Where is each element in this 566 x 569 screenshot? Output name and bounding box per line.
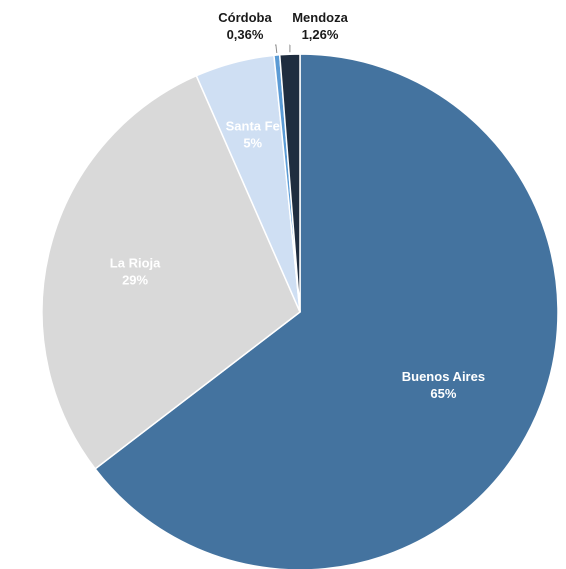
slice-label-buenos-aires: Buenos Aires (402, 369, 485, 384)
slice-value-buenos-aires: 65% (430, 386, 456, 401)
leader-line-cordoba (275, 44, 278, 54)
slice-value-mendoza: 1,26% (302, 27, 339, 42)
pie-slice-buenos-aires (94, 53, 559, 569)
slice-label-mendoza: Mendoza (292, 10, 348, 25)
slice-value-cordoba: 0,36% (227, 27, 264, 42)
pie-slice-la-rioja (41, 74, 301, 470)
pie-slice-mendoza (278, 53, 301, 313)
slice-label-la-rioja: La Rioja (110, 256, 161, 271)
slice-value-santa-fe: 5% (243, 135, 262, 150)
slice-label-cordoba: Córdoba (218, 10, 272, 25)
slice-label-santa-fe: Santa Fe (226, 118, 280, 133)
slice-value-la-rioja: 29% (122, 273, 148, 288)
